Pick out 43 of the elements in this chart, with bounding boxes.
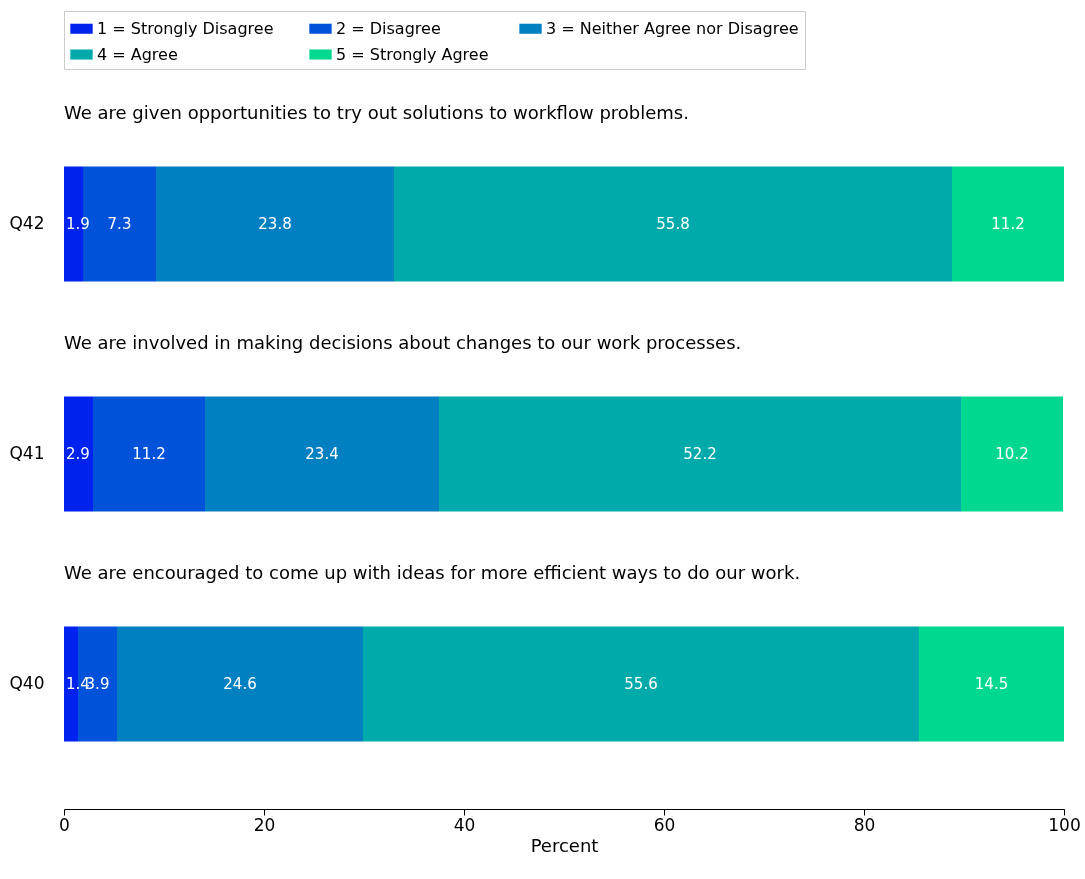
- data-label: 2.9: [66, 445, 90, 463]
- bar: [952, 166, 1064, 282]
- bar: [156, 166, 394, 282]
- annotation: We are encouraged to come up with ideas for more efficient ways to do our work.: [64, 562, 801, 583]
- bar: [64, 396, 93, 512]
- x-tick-label: 100: [1048, 814, 1081, 835]
- legend-label: 4 = Agree: [97, 44, 178, 64]
- y-tick-label: Q42: [9, 213, 45, 233]
- y-tick-label: Q40: [9, 673, 45, 693]
- bar: [93, 396, 205, 512]
- x-tick-label: 20: [253, 814, 276, 835]
- data-label: 23.4: [305, 445, 339, 463]
- data-label: 10.2: [995, 445, 1029, 463]
- bar: [961, 396, 1063, 512]
- annotation: We are involved in making decisions about changes to our work processes.: [64, 332, 742, 353]
- bar: [394, 166, 952, 282]
- bar: [439, 396, 961, 512]
- data-label: 23.8: [258, 215, 292, 233]
- y-tick-label: Q41: [9, 443, 45, 463]
- legend-label: 2 = Disagree: [336, 18, 441, 38]
- bar: [205, 396, 439, 512]
- data-label: 55.6: [624, 675, 658, 693]
- x-tick-label: 60: [653, 814, 676, 835]
- x-axis-title: Percent: [530, 834, 599, 856]
- bar: [363, 626, 919, 742]
- data-label: 52.2: [683, 445, 717, 463]
- data-label: 7.3: [107, 215, 132, 233]
- annotation: We are given opportunities to try out solutions to workflow problems.: [64, 102, 689, 123]
- legend-label: 5 = Strongly Agree: [336, 44, 489, 64]
- x-tick-label: 0: [59, 814, 70, 835]
- data-label: 24.6: [223, 675, 257, 693]
- data-label: 55.8: [656, 215, 690, 233]
- data-label: 1.4: [66, 675, 90, 693]
- legend-label: 1 = Strongly Disagree: [97, 18, 274, 38]
- data-label: 14.5: [974, 675, 1009, 693]
- bar: [117, 626, 363, 742]
- x-tick-label: 40: [453, 814, 476, 835]
- bar: [919, 626, 1064, 742]
- data-label: 1.9: [66, 215, 90, 233]
- legend-label: 3 = Neither Agree nor Disagree: [546, 18, 799, 38]
- x-tick-label: 80: [853, 814, 876, 835]
- data-label: 11.2: [991, 215, 1025, 233]
- data-label: 11.2: [132, 445, 166, 463]
